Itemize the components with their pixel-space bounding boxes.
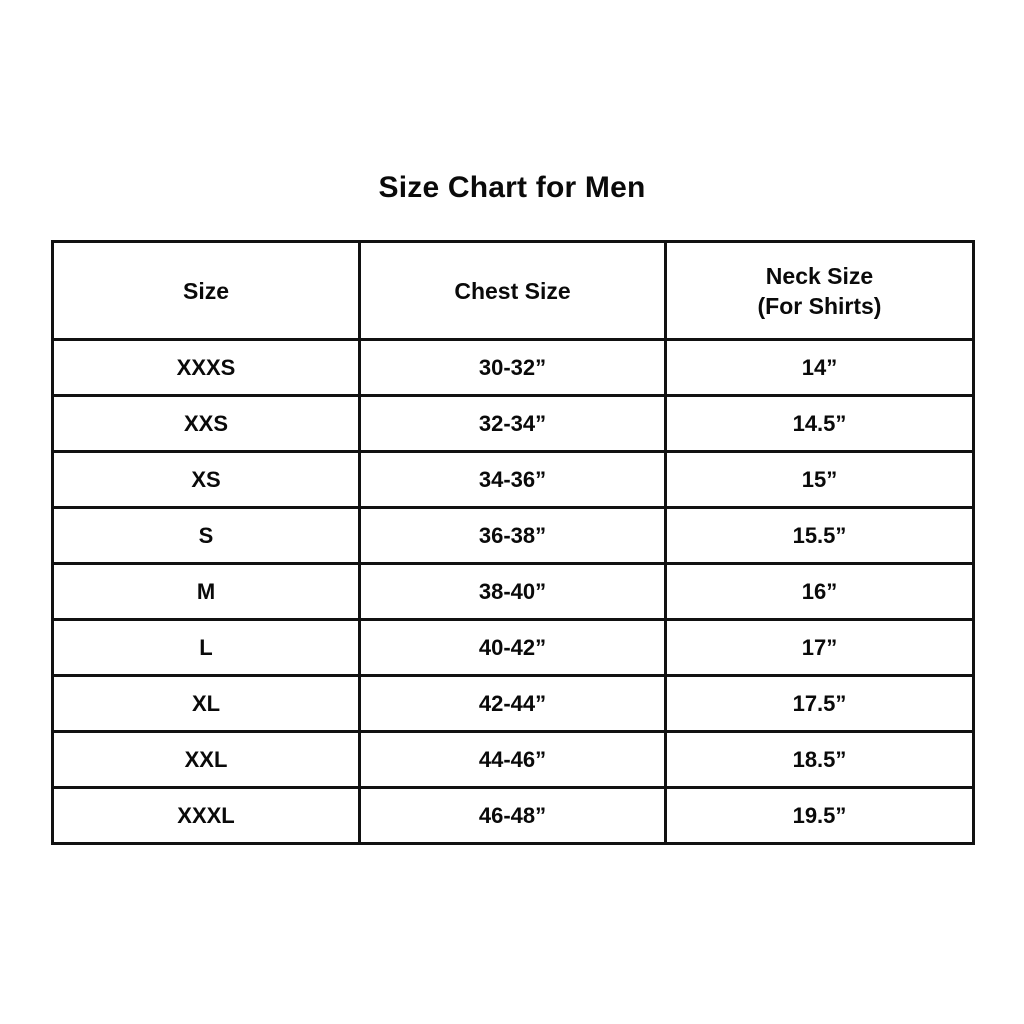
table-row: XL 42-44” 17.5” xyxy=(51,674,975,733)
cell-chest-size: 34-36” xyxy=(358,450,667,509)
table-row: XS 34-36” 15” xyxy=(51,450,975,509)
column-header-size-label: Size xyxy=(182,277,230,304)
cell-chest-size: 44-46” xyxy=(358,730,667,789)
cell-size: XXXL xyxy=(51,786,361,845)
cell-chest-size: 40-42” xyxy=(358,618,667,677)
column-header-neck-size: Neck Size (For Shirts) xyxy=(664,240,975,341)
table-row: M 38-40” 16” xyxy=(51,562,975,621)
column-header-chest-size-label: Chest Size xyxy=(454,277,571,304)
page-title: Size Chart for Men xyxy=(378,171,646,204)
column-header-neck-size-sublabel: (For Shirts) xyxy=(757,292,882,319)
cell-size: XXXS xyxy=(51,338,361,397)
table-row: XXS 32-34” 14.5” xyxy=(51,394,975,453)
cell-chest-size: 36-38” xyxy=(358,506,667,565)
cell-chest-size: 30-32” xyxy=(358,338,667,397)
cell-neck-size: 17” xyxy=(664,618,975,677)
cell-size: XL xyxy=(51,674,361,733)
table-header-row: Size Chest Size Neck Size (For Shirts) xyxy=(51,240,975,341)
size-table-container: Size Chest Size Neck Size (For Shirts) X… xyxy=(51,240,975,845)
table-row: XXL 44-46” 18.5” xyxy=(51,730,975,789)
cell-size: XXS xyxy=(51,394,361,453)
column-header-chest-size: Chest Size xyxy=(358,240,667,341)
cell-neck-size: 15” xyxy=(664,450,975,509)
cell-neck-size: 16” xyxy=(664,562,975,621)
cell-neck-size: 15.5” xyxy=(664,506,975,565)
cell-neck-size: 14.5” xyxy=(664,394,975,453)
table-row: XXXL 46-48” 19.5” xyxy=(51,786,975,845)
column-header-neck-size-label: Neck Size xyxy=(765,262,874,289)
cell-size: S xyxy=(51,506,361,565)
cell-size: L xyxy=(51,618,361,677)
table-body: XXXS 30-32” 14” XXS 32-34” 14.5” XS 34-3… xyxy=(51,338,975,845)
table-row: XXXS 30-32” 14” xyxy=(51,338,975,397)
cell-chest-size: 38-40” xyxy=(358,562,667,621)
size-chart-table: Size Chest Size Neck Size (For Shirts) X… xyxy=(51,240,975,845)
table-row: L 40-42” 17” xyxy=(51,618,975,677)
cell-chest-size: 46-48” xyxy=(358,786,667,845)
cell-size: XS xyxy=(51,450,361,509)
cell-neck-size: 14” xyxy=(664,338,975,397)
table-row: S 36-38” 15.5” xyxy=(51,506,975,565)
cell-chest-size: 32-34” xyxy=(358,394,667,453)
cell-size: XXL xyxy=(51,730,361,789)
column-header-size: Size xyxy=(51,240,361,341)
cell-neck-size: 17.5” xyxy=(664,674,975,733)
cell-size: M xyxy=(51,562,361,621)
cell-chest-size: 42-44” xyxy=(358,674,667,733)
table-header: Size Chest Size Neck Size (For Shirts) xyxy=(51,240,975,341)
cell-neck-size: 18.5” xyxy=(664,730,975,789)
cell-neck-size: 19.5” xyxy=(664,786,975,845)
